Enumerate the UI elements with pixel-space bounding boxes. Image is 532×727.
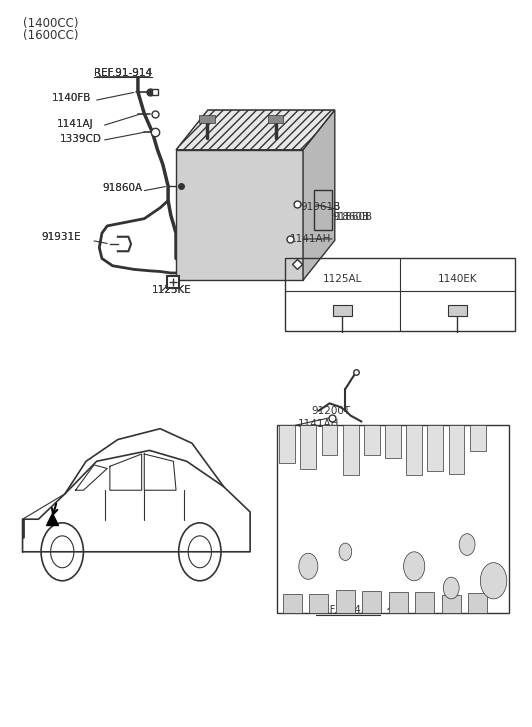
- Bar: [448, 425, 464, 473]
- Text: 1339CD: 1339CD: [60, 134, 102, 144]
- Bar: [415, 593, 434, 614]
- Bar: [321, 425, 337, 455]
- Circle shape: [459, 534, 475, 555]
- Text: 1141AH: 1141AH: [290, 231, 331, 241]
- Bar: [199, 115, 215, 124]
- Circle shape: [480, 563, 507, 599]
- Bar: [364, 425, 380, 455]
- Text: 1339CD: 1339CD: [60, 134, 102, 144]
- Text: 1141AH: 1141AH: [298, 419, 339, 428]
- Bar: [389, 593, 408, 614]
- Bar: [442, 595, 461, 614]
- Text: 91860A: 91860A: [102, 183, 142, 193]
- Text: 1140FB: 1140FB: [52, 93, 91, 103]
- Bar: [277, 425, 510, 614]
- Text: 1141AJ: 1141AJ: [57, 119, 94, 129]
- Bar: [314, 190, 332, 230]
- Text: 1141AH: 1141AH: [290, 234, 331, 244]
- Bar: [310, 594, 328, 614]
- Bar: [427, 425, 443, 470]
- Text: 1140EK: 1140EK: [437, 273, 477, 284]
- Text: 91931E: 91931E: [41, 233, 81, 242]
- Bar: [336, 590, 355, 614]
- Text: 91931E: 91931E: [41, 233, 81, 242]
- Polygon shape: [303, 110, 335, 280]
- Circle shape: [443, 577, 459, 599]
- Bar: [470, 425, 486, 451]
- Text: 1141AJ: 1141AJ: [57, 119, 94, 129]
- Bar: [343, 425, 359, 475]
- Text: 91860B: 91860B: [332, 212, 372, 222]
- Bar: [406, 425, 422, 475]
- Text: 91860B: 91860B: [329, 212, 370, 222]
- Bar: [279, 425, 295, 463]
- Bar: [301, 425, 317, 469]
- Text: 1140FB: 1140FB: [52, 93, 91, 103]
- Bar: [468, 593, 487, 614]
- Text: REF.91-914: REF.91-914: [94, 68, 152, 78]
- Polygon shape: [176, 150, 303, 280]
- Bar: [285, 259, 515, 331]
- Circle shape: [339, 543, 352, 561]
- Text: 1125KE: 1125KE: [152, 284, 192, 294]
- Text: 91961B: 91961B: [301, 202, 340, 212]
- Bar: [268, 115, 284, 124]
- Circle shape: [404, 552, 425, 581]
- Bar: [385, 425, 401, 458]
- Bar: [283, 594, 302, 614]
- Text: 1125AL: 1125AL: [322, 273, 362, 284]
- Circle shape: [299, 553, 318, 579]
- Polygon shape: [176, 110, 335, 150]
- Bar: [447, 305, 467, 316]
- Text: (1400CC): (1400CC): [22, 17, 78, 30]
- Text: (1600CC): (1600CC): [22, 29, 78, 42]
- Text: REF.91-914: REF.91-914: [94, 68, 152, 78]
- Text: 91860A: 91860A: [102, 183, 142, 193]
- Text: REF.43-430: REF.43-430: [317, 606, 375, 615]
- Bar: [332, 305, 352, 316]
- Text: REF.91-914: REF.91-914: [94, 68, 152, 78]
- Text: 91961B: 91961B: [301, 202, 340, 212]
- Bar: [362, 590, 381, 614]
- Text: 1125KE: 1125KE: [152, 284, 192, 294]
- Text: 91200T: 91200T: [311, 406, 350, 416]
